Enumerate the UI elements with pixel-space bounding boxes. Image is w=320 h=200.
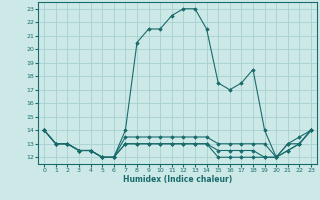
X-axis label: Humidex (Indice chaleur): Humidex (Indice chaleur) <box>123 175 232 184</box>
